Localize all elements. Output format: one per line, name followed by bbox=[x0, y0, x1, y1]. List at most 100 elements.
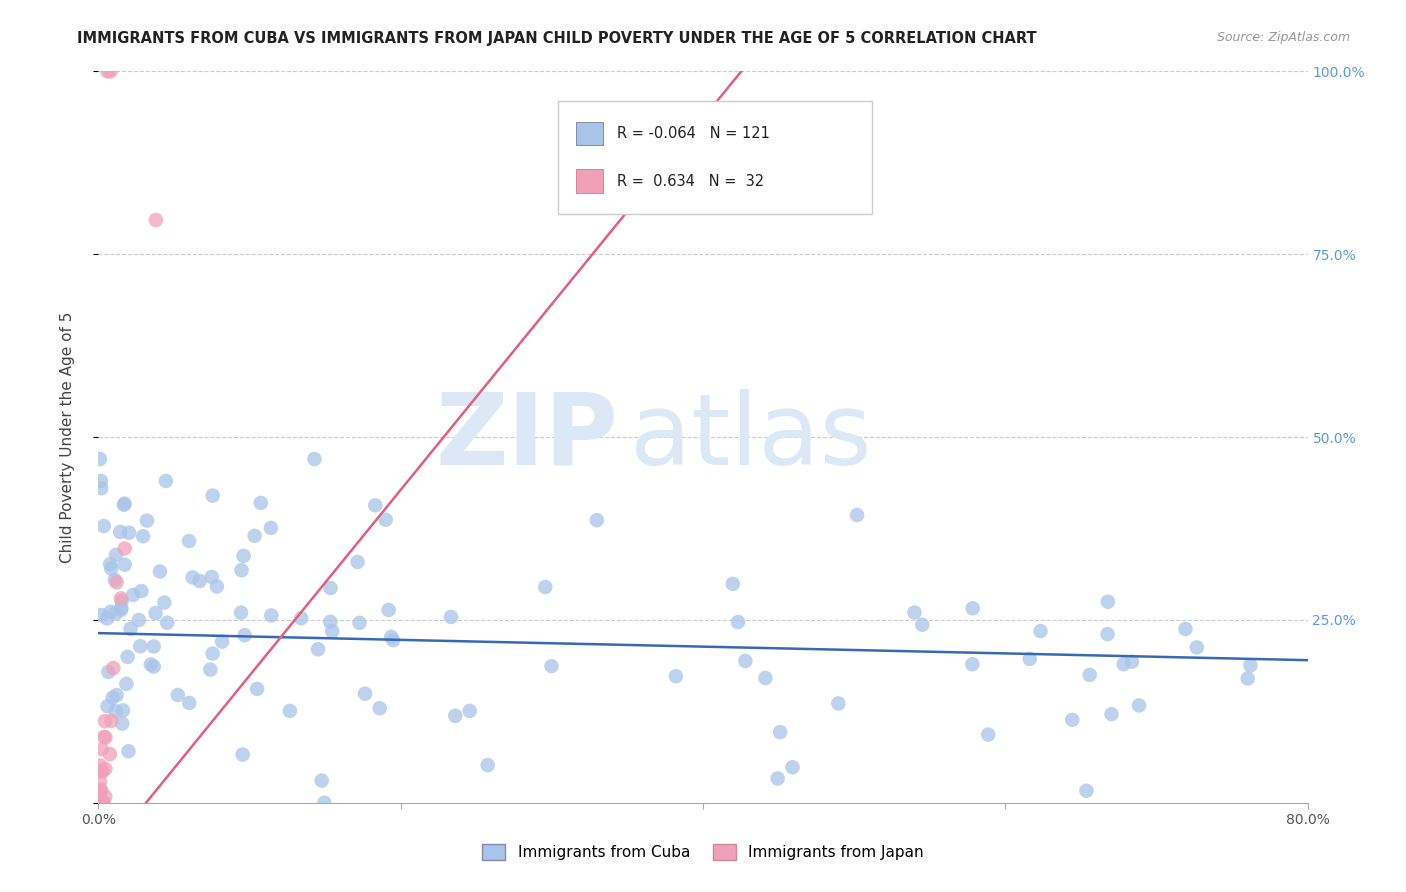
Point bbox=[200, 663, 222, 677]
Point bbox=[89, 758, 111, 772]
Point bbox=[721, 577, 744, 591]
Point bbox=[89, 796, 111, 810]
Point bbox=[314, 796, 336, 810]
Point bbox=[90, 796, 112, 810]
Point bbox=[89, 784, 111, 798]
Point bbox=[104, 607, 127, 621]
FancyBboxPatch shape bbox=[558, 101, 872, 214]
Point bbox=[89, 796, 111, 810]
Point bbox=[114, 497, 136, 511]
Point bbox=[179, 696, 201, 710]
Point bbox=[1121, 655, 1143, 669]
Point bbox=[1101, 707, 1123, 722]
Point bbox=[94, 731, 117, 745]
Point bbox=[94, 762, 117, 776]
Point bbox=[1029, 624, 1052, 639]
Point bbox=[1185, 640, 1208, 655]
Point bbox=[129, 640, 152, 654]
Point bbox=[211, 634, 233, 648]
Point bbox=[903, 606, 925, 620]
Point bbox=[250, 496, 273, 510]
Point bbox=[349, 615, 371, 630]
Point bbox=[90, 481, 112, 495]
Point bbox=[117, 649, 139, 664]
Point bbox=[346, 555, 368, 569]
Point bbox=[962, 601, 984, 615]
Point bbox=[103, 661, 125, 675]
FancyBboxPatch shape bbox=[576, 122, 603, 145]
Point bbox=[142, 640, 165, 654]
Point bbox=[374, 513, 396, 527]
Point bbox=[201, 570, 224, 584]
Point bbox=[89, 796, 111, 810]
Point bbox=[142, 659, 165, 673]
Point bbox=[354, 687, 377, 701]
Point bbox=[96, 611, 118, 625]
Point bbox=[229, 606, 252, 620]
Text: Source: ZipAtlas.com: Source: ZipAtlas.com bbox=[1216, 31, 1350, 45]
Point bbox=[1239, 658, 1261, 673]
Point bbox=[89, 788, 111, 802]
Point bbox=[112, 498, 135, 512]
Point bbox=[89, 795, 111, 809]
Point bbox=[260, 521, 283, 535]
Point bbox=[104, 704, 127, 718]
Point bbox=[94, 789, 117, 804]
Point bbox=[444, 708, 467, 723]
Point bbox=[585, 513, 607, 527]
Point bbox=[260, 608, 283, 623]
Point bbox=[911, 617, 934, 632]
Point bbox=[1097, 627, 1119, 641]
Point bbox=[145, 213, 167, 227]
Point bbox=[827, 697, 849, 711]
Point bbox=[120, 622, 142, 636]
Point bbox=[111, 594, 134, 608]
Text: IMMIGRANTS FROM CUBA VS IMMIGRANTS FROM JAPAN CHILD POVERTY UNDER THE AGE OF 5 C: IMMIGRANTS FROM CUBA VS IMMIGRANTS FROM … bbox=[77, 31, 1038, 46]
Point bbox=[115, 677, 138, 691]
Point bbox=[232, 747, 254, 762]
Point bbox=[139, 657, 162, 672]
Point bbox=[105, 575, 128, 590]
Point bbox=[380, 630, 402, 644]
Point bbox=[118, 525, 141, 540]
Point bbox=[132, 529, 155, 543]
Point bbox=[105, 688, 128, 702]
Point bbox=[166, 688, 188, 702]
Point bbox=[110, 591, 132, 606]
Point bbox=[246, 681, 269, 696]
Point bbox=[205, 579, 228, 593]
Point bbox=[782, 760, 804, 774]
Point bbox=[734, 654, 756, 668]
Text: R = -0.064   N = 121: R = -0.064 N = 121 bbox=[617, 126, 770, 141]
Point bbox=[90, 742, 112, 756]
Text: ZIP: ZIP bbox=[436, 389, 619, 485]
Point bbox=[243, 529, 266, 543]
Point bbox=[90, 764, 112, 778]
Point bbox=[96, 64, 118, 78]
Point bbox=[727, 615, 749, 629]
Point bbox=[307, 642, 329, 657]
Point bbox=[114, 558, 136, 572]
Point bbox=[149, 565, 172, 579]
Point bbox=[458, 704, 481, 718]
Text: atlas: atlas bbox=[630, 389, 872, 485]
Point bbox=[1076, 784, 1098, 798]
Point bbox=[962, 657, 984, 672]
Point bbox=[105, 548, 128, 562]
Text: R =  0.634   N =  32: R = 0.634 N = 32 bbox=[617, 174, 765, 188]
Point bbox=[153, 595, 176, 609]
Point bbox=[94, 714, 117, 728]
Point bbox=[131, 584, 153, 599]
Point bbox=[111, 716, 134, 731]
Point bbox=[1174, 622, 1197, 636]
Point bbox=[98, 747, 121, 761]
Point bbox=[181, 570, 204, 584]
Point bbox=[93, 519, 115, 533]
Point bbox=[111, 703, 134, 717]
Point bbox=[477, 758, 499, 772]
Point bbox=[110, 524, 132, 539]
FancyBboxPatch shape bbox=[576, 169, 603, 193]
Point bbox=[97, 665, 120, 679]
Point bbox=[977, 727, 1000, 741]
Point bbox=[128, 613, 150, 627]
